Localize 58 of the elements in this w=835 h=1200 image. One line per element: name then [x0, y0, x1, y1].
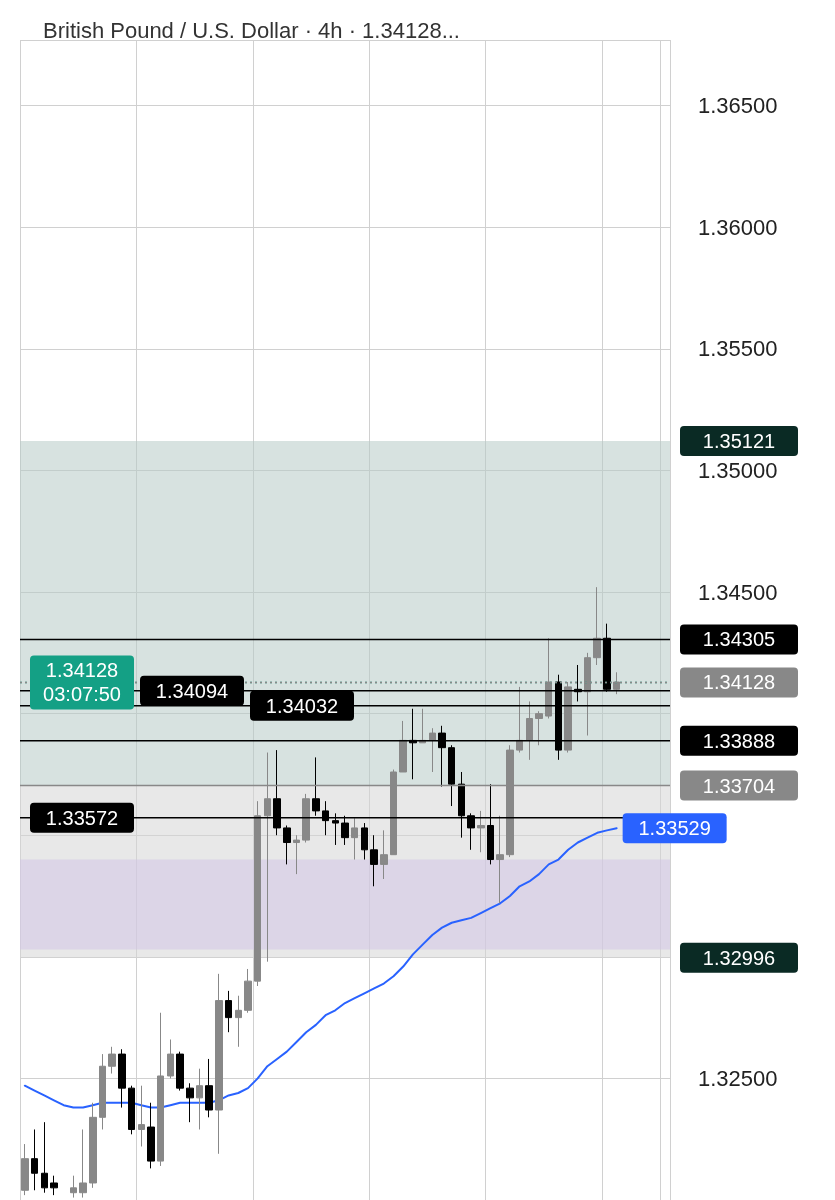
y-tick-label: 1.36500 [698, 93, 778, 119]
candlestick [147, 1102, 155, 1169]
candlestick [254, 800, 261, 987]
candlestick [244, 968, 252, 1014]
candlestick [361, 822, 368, 861]
candlestick [496, 815, 504, 904]
candlestick [429, 727, 436, 773]
candlestick [293, 834, 300, 875]
candlestick [283, 824, 291, 865]
band-label: 1.35121 [702, 430, 776, 453]
ref-line-label: 1.33888 [702, 729, 776, 752]
y-tick-label: 1.34500 [698, 579, 778, 605]
y-tick-label: 1.36000 [698, 214, 778, 240]
candlestick [535, 710, 543, 746]
ref-line-label: 1.34128 [702, 671, 776, 694]
candlestick [118, 1048, 126, 1109]
candlestick [176, 1051, 184, 1092]
candlestick [31, 1128, 38, 1191]
candlestick [593, 586, 601, 666]
candlestick [50, 1175, 58, 1196]
candlestick [215, 973, 223, 1155]
band-label: 1.32996 [702, 946, 776, 969]
ref-line-label: 1.34094 [155, 679, 229, 702]
candlestick [138, 1085, 145, 1147]
ref-line-label: 1.34305 [702, 628, 776, 651]
candlestick [205, 1058, 213, 1118]
candlestick [167, 1039, 174, 1079]
candlestick [526, 700, 533, 761]
candlestick [399, 720, 407, 773]
chart-title: British Pound / U.S. Dollar · 4h · 1.34128... [43, 17, 460, 43]
ref-line-label: 1.33572 [45, 806, 119, 829]
candlestick [108, 1046, 116, 1075]
ref-line-label: 1.33704 [702, 774, 776, 797]
candlestick [99, 1053, 106, 1130]
candlestick [41, 1121, 48, 1194]
candlestick [235, 995, 242, 1048]
candlestick [89, 1102, 97, 1189]
candlestick [196, 1068, 203, 1130]
candlestick [70, 1175, 77, 1199]
candlestick [448, 744, 455, 807]
y-tick-label: 1.35500 [698, 336, 778, 362]
ref-line-label: 1.34128 03:07:50 [43, 659, 121, 706]
candlestick [477, 810, 485, 853]
candlestick [79, 1128, 87, 1199]
candlestick [186, 1082, 194, 1123]
candlestick [380, 829, 388, 880]
candlestick [21, 1143, 29, 1196]
y-tick-label: 1.35000 [698, 457, 778, 483]
y-tick-label: 1.32500 [698, 1065, 778, 1091]
ref-line-label: 1.34032 [265, 694, 339, 717]
candlestick [351, 817, 358, 861]
line-series [23, 827, 618, 1109]
data-label: 1.33529 [638, 817, 711, 840]
candlestick [128, 1085, 135, 1135]
candlestick [302, 793, 310, 844]
candlestick [157, 1012, 164, 1167]
candlestick [225, 990, 232, 1033]
candlestick [370, 834, 378, 887]
